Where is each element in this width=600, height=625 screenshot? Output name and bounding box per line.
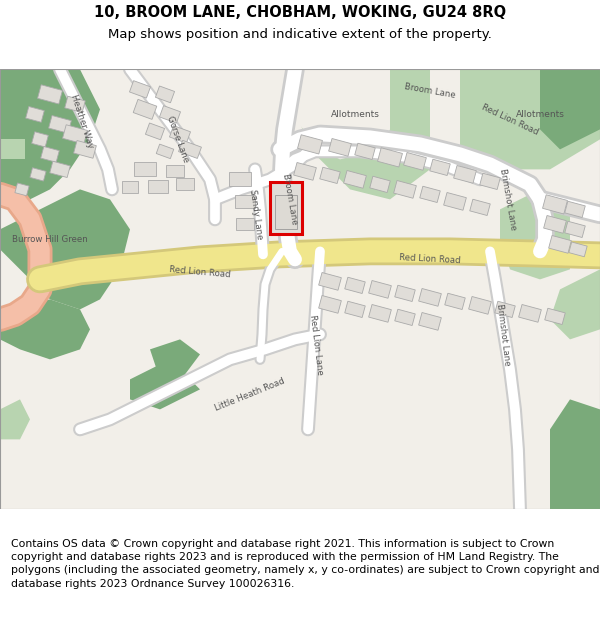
Text: Broom Lane: Broom Lane [404,82,456,100]
Text: Red Lion Road: Red Lion Road [399,253,461,266]
Bar [166,166,184,177]
Bar [545,308,565,324]
Text: Sandy Lane: Sandy Lane [248,189,264,240]
Bar [236,218,254,231]
Bar [404,152,427,170]
Polygon shape [540,69,600,149]
Bar [179,141,202,158]
Bar [368,281,391,298]
Bar [370,176,390,192]
Bar [145,123,164,140]
Bar [122,181,138,193]
Bar [65,96,85,112]
Bar [395,309,415,326]
Bar [329,139,352,156]
Bar [419,289,442,306]
Bar [394,181,416,198]
Bar [518,304,541,322]
Bar [74,141,97,158]
Bar [15,183,29,196]
Bar [319,272,341,290]
Bar [134,162,156,176]
Bar [130,81,151,98]
Text: Brimshot Lane: Brimshot Lane [495,302,511,366]
Bar [377,148,403,167]
Polygon shape [295,69,390,159]
Bar [229,173,251,186]
Bar [176,178,194,191]
Text: 10, BROOM LANE, CHOBHAM, WOKING, GU24 8RQ: 10, BROOM LANE, CHOBHAM, WOKING, GU24 8R… [94,4,506,19]
Bar [41,146,59,162]
Polygon shape [550,399,600,509]
Bar [32,132,49,147]
Bar [320,168,340,184]
Bar [235,195,255,208]
Text: Contains OS data © Crown copyright and database right 2021. This information is : Contains OS data © Crown copyright and d… [11,539,599,589]
Text: Allotments: Allotments [331,110,379,119]
Bar [293,162,316,180]
Text: Broom Lane: Broom Lane [281,173,299,226]
Text: Red Lion Road: Red Lion Road [169,265,231,279]
Text: Heather Way: Heather Way [69,93,95,149]
Bar [298,135,322,154]
Bar [133,99,157,119]
Text: Gorse Lane: Gorse Lane [166,115,191,164]
Bar [445,293,465,309]
Bar [345,301,365,318]
Polygon shape [460,69,600,169]
Bar [420,186,440,202]
Bar [368,304,391,322]
Bar [49,116,71,133]
Polygon shape [0,189,130,309]
Polygon shape [295,69,430,199]
Polygon shape [130,359,200,409]
Bar [419,312,442,330]
Polygon shape [550,269,600,339]
Bar [480,173,500,189]
Text: Red Lion Lane: Red Lion Lane [308,314,324,375]
Bar [569,242,587,257]
Text: Brimshot Lane: Brimshot Lane [498,168,518,231]
Text: Burrow Hill Green: Burrow Hill Green [12,235,88,244]
Bar [495,301,515,318]
Polygon shape [500,189,570,279]
Bar [565,201,585,217]
Bar [30,168,46,181]
Polygon shape [0,139,25,159]
Text: Little Heath Road: Little Heath Road [214,376,286,413]
Bar [454,166,476,183]
Bar [148,180,168,193]
Bar [355,143,375,159]
Bar [344,171,367,188]
Bar [544,216,566,233]
Bar [565,221,585,238]
Polygon shape [0,399,30,439]
Bar [470,199,490,216]
Bar [430,159,450,176]
Bar [155,86,175,103]
Text: Red Lion Road: Red Lion Road [480,102,540,136]
Bar [62,125,88,144]
Bar [50,161,70,177]
Text: Map shows position and indicative extent of the property.: Map shows position and indicative extent… [108,28,492,41]
Bar [160,106,181,123]
Text: Allotments: Allotments [515,110,565,119]
Bar [345,278,365,294]
Polygon shape [150,339,200,379]
Bar [169,126,191,143]
Bar [395,285,415,301]
Bar [270,182,302,234]
Bar [548,236,571,253]
Bar [38,85,62,104]
Bar [469,296,491,314]
Polygon shape [0,69,100,199]
Bar [26,106,44,123]
Polygon shape [0,299,90,359]
Bar [542,195,568,214]
Bar [156,144,174,159]
Bar [443,192,466,210]
Bar [275,196,297,229]
Bar [319,296,341,313]
